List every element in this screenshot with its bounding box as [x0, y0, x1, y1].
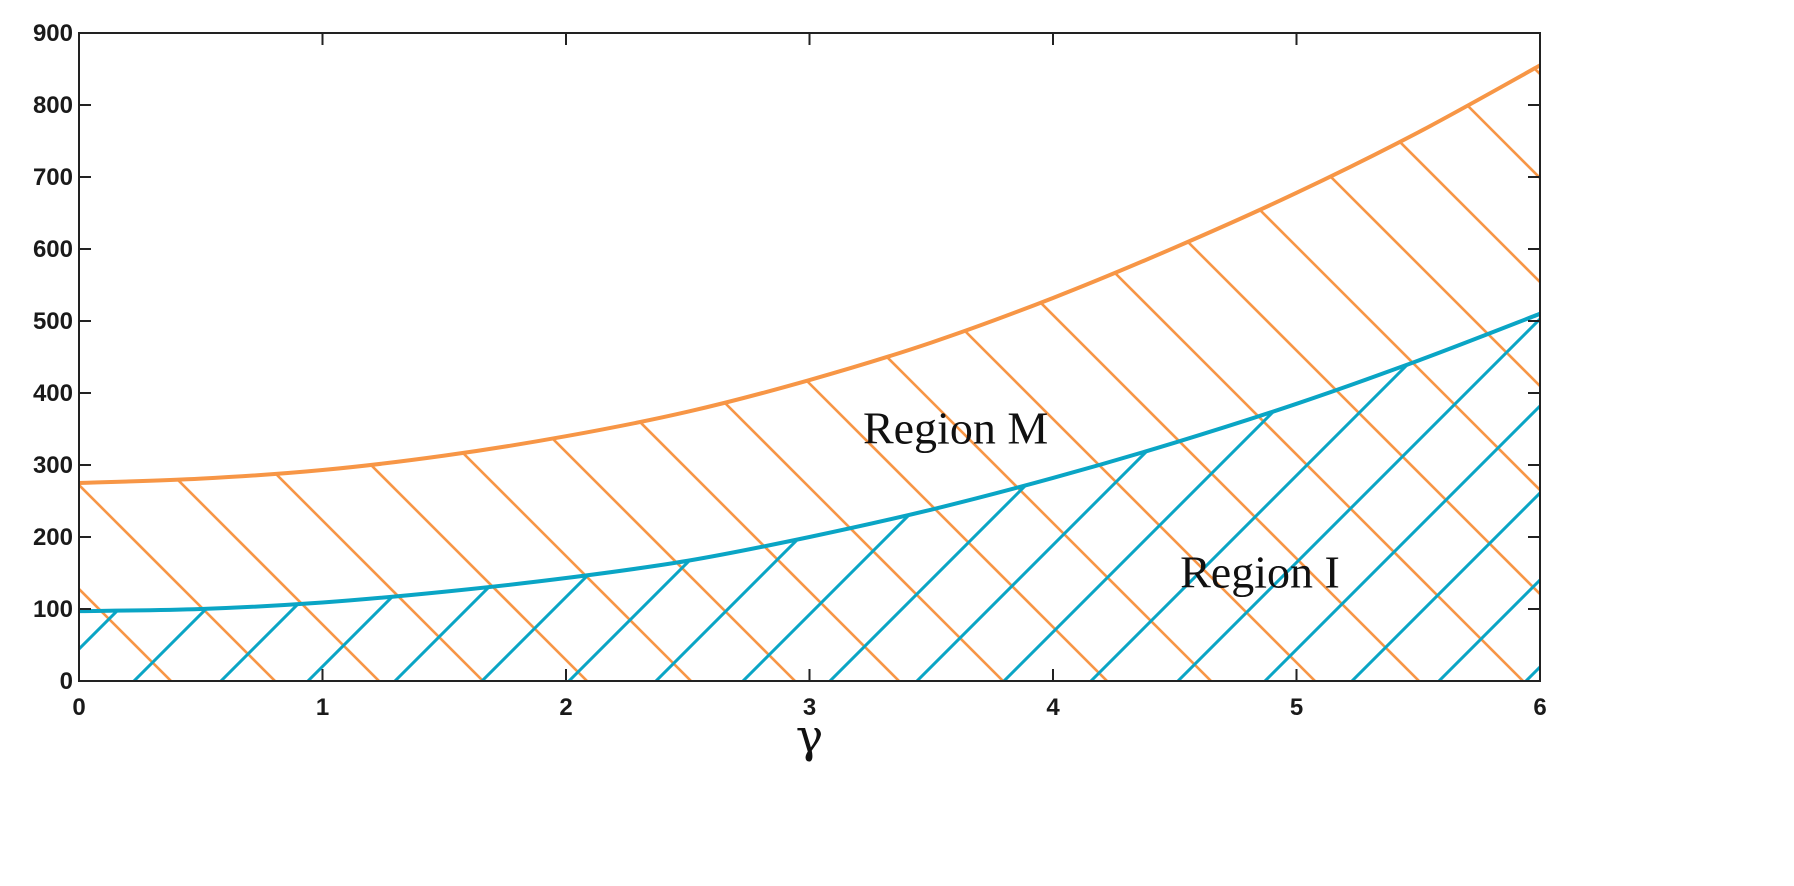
boundary-curves	[79, 63, 1540, 614]
series-line-blue	[79, 311, 1540, 614]
hatch-line-blue	[895, 313, 1540, 681]
hatch-line-orange	[854, 65, 1540, 681]
hatch-line-orange	[230, 65, 920, 681]
x-tick-label: 2	[559, 694, 572, 721]
hatch-line-blue	[1593, 13, 1794, 701]
hatch-line-blue	[199, 313, 891, 681]
hatch-line-blue	[460, 313, 1152, 681]
hatch-line-orange	[958, 65, 1540, 681]
hatch-line-blue	[1330, 313, 1540, 681]
region-m-label: Region M	[863, 402, 1048, 453]
hatch-line-blue	[1069, 313, 1540, 681]
x-tick-label: 1	[316, 694, 329, 721]
y-tick-label: 200	[33, 524, 73, 551]
y-tick-label: 600	[33, 236, 73, 263]
series-line-orange	[79, 63, 1540, 485]
x-tick-label: 4	[1046, 694, 1060, 721]
hatch-line-orange	[126, 65, 816, 681]
hatch-line-orange	[1478, 65, 1540, 681]
x-tick-label: 5	[1290, 694, 1303, 721]
region-i-hatching	[79, 13, 1794, 701]
hatch-line-blue	[721, 313, 1413, 681]
hatch-line-blue	[1417, 313, 1540, 681]
hatch-line-blue	[112, 313, 804, 681]
x-tick-label: 0	[72, 694, 85, 721]
y-tick-label: 500	[33, 308, 73, 335]
hatch-line-orange	[334, 65, 1024, 681]
y-tick-label: 400	[33, 380, 73, 407]
hatch-line-blue	[1680, 13, 1794, 701]
y-tick-label: 900	[33, 20, 73, 47]
y-tick-label: 100	[33, 596, 73, 623]
hatch-line-orange	[1062, 65, 1540, 681]
hatch-line-blue	[634, 313, 1326, 681]
hatch-line-blue	[1504, 313, 1540, 681]
hatch-line-blue	[808, 313, 1500, 681]
region-m-hatching	[79, 13, 1794, 701]
hatch-line-orange	[1374, 65, 1540, 681]
hatch-line-orange	[1583, 13, 1794, 701]
y-tick-label: 300	[33, 452, 73, 479]
x-tick-label: 6	[1533, 694, 1546, 721]
hatch-line-blue	[79, 313, 630, 681]
y-tick-label: 0	[60, 668, 73, 695]
hatch-line-orange	[79, 65, 296, 681]
hatch-line-orange	[79, 65, 400, 681]
x-tick-label: 3	[803, 694, 816, 721]
hatch-line-blue	[1243, 313, 1540, 681]
hatch-line-blue	[79, 313, 543, 681]
hatch-line-blue	[1156, 313, 1540, 681]
y-tick-label: 700	[33, 164, 73, 191]
axis-ticks: 0 1 2 3 4 5 6 0 100 200 300 400 500 600 700 800 900	[33, 20, 1547, 721]
hatch-line-blue	[1767, 13, 1794, 701]
region-i-label: Region I	[1180, 546, 1340, 597]
x-axis-label: γ	[796, 709, 824, 763]
hatch-line-orange	[646, 65, 1336, 681]
hatch-line-orange	[438, 65, 1128, 681]
y-tick-label: 800	[33, 92, 73, 119]
hatch-line-orange	[79, 65, 504, 681]
hatch-line-orange	[79, 65, 608, 681]
hatch-line-orange	[79, 65, 192, 681]
hatch-line-blue	[373, 313, 1065, 681]
hatch-line-orange	[750, 65, 1440, 681]
hatch-line-blue	[982, 313, 1540, 681]
